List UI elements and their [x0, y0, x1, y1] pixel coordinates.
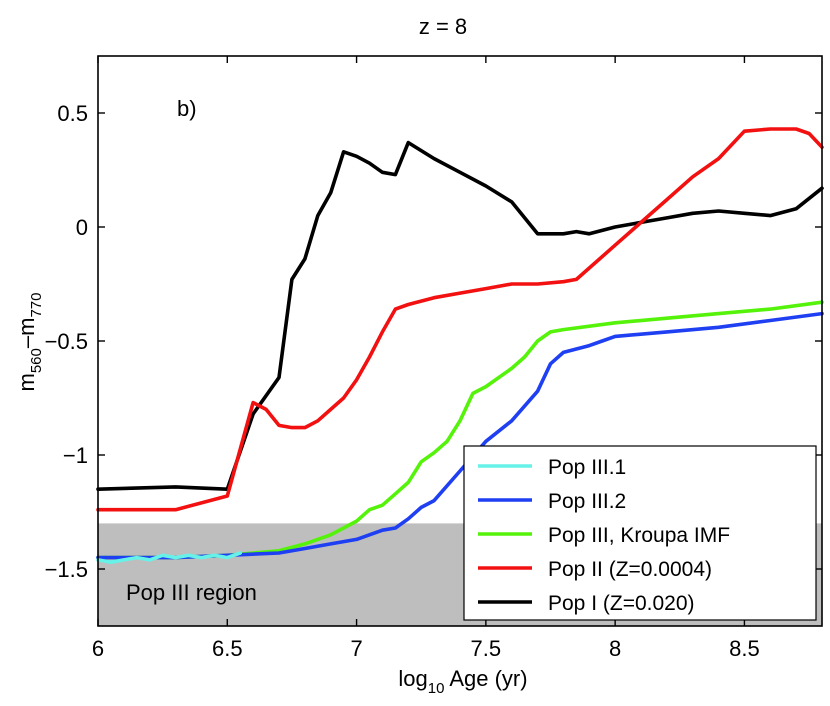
x-tick-label: 8	[609, 636, 621, 661]
chart-title: z = 8	[419, 14, 467, 39]
pop3-region-label: Pop III region	[126, 580, 257, 605]
y-tick-label: −1	[63, 443, 88, 468]
y-tick-label: −1.5	[45, 557, 88, 582]
plot-frame	[97, 55, 823, 627]
y-axis-label-sub2: 770	[28, 293, 45, 318]
y-tick-labels: 0.5 0 −0.5 −1 −1.5	[45, 101, 88, 582]
x-axis-label: log10 Age (yr)	[398, 666, 527, 697]
x-axis-label-suffix: Age (yr)	[444, 666, 527, 691]
series-line-pop-ii-z-0-0004	[96, 127, 824, 512]
y-axis-label-m1: m	[14, 373, 39, 391]
legend-label-pop-iii-kroupa-imf: Pop III, Kroupa IMF	[548, 524, 730, 547]
y-axis-label-sub1: 560	[28, 348, 45, 373]
x-axis-label-sub: 10	[428, 680, 445, 697]
series-line-pop-iii-1	[96, 551, 242, 565]
y-axis-label-dash: –	[14, 335, 39, 348]
series-line-pop-iii-2	[96, 311, 824, 560]
panel-label: b)	[177, 96, 197, 121]
x-tick-labels: 6 6.5 7 7.5 8 8.5	[92, 636, 760, 661]
x-tick-label: 7	[350, 636, 362, 661]
x-axis-label-prefix: log	[398, 666, 427, 691]
legend: Pop III.1 Pop III.2 Pop III, Kroupa IMF Pop…	[463, 445, 817, 621]
y-axis-label-group: m560–m770	[14, 293, 45, 392]
series-group	[96, 127, 824, 565]
legend-label-pop-ii-z-0-0004: Pop II (Z=0.0004)	[548, 558, 712, 581]
y-axis-label: m560–m770	[14, 293, 45, 392]
series-line-pop-iii-kroupa-imf	[96, 300, 824, 560]
y-tick-label: 0.5	[57, 101, 88, 126]
y-tick-label: −0.5	[45, 329, 88, 354]
x-tick-label: 6.5	[212, 636, 243, 661]
x-tick-label: 7.5	[471, 636, 502, 661]
legend-label-pop-iii-2: Pop III.2	[548, 490, 626, 513]
x-tick-label: 8.5	[729, 636, 760, 661]
y-axis-label-m2: m	[14, 318, 39, 336]
legend-label-pop-iii-1: Pop III.1	[548, 456, 626, 479]
y-tick-label: 0	[76, 215, 88, 240]
series-line-pop-i-z-0-020	[96, 140, 824, 492]
x-tick-label: 6	[92, 636, 104, 661]
legend-label-pop-i-z-0-020: Pop I (Z=0.020)	[548, 592, 695, 615]
